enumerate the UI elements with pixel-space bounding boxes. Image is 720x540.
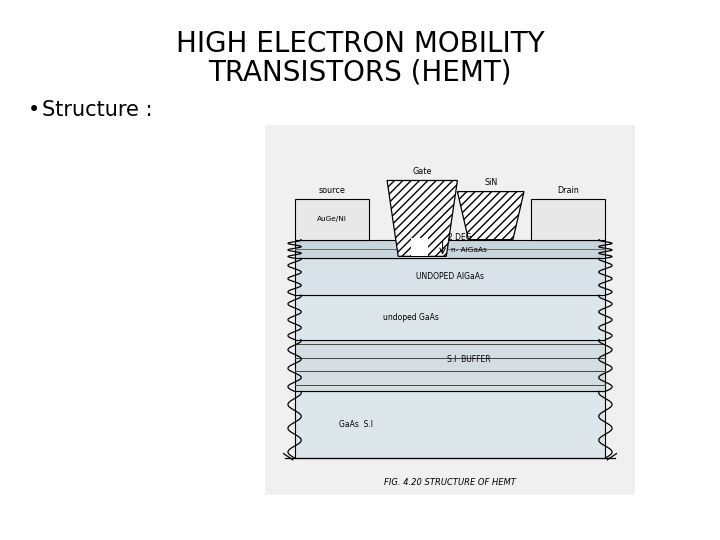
Text: n- AlGaAs: n- AlGaAs: [451, 247, 487, 253]
Text: Drain: Drain: [557, 186, 580, 194]
Text: Gate: Gate: [413, 167, 432, 176]
Text: TRANSISTORS (HEMT): TRANSISTORS (HEMT): [208, 58, 512, 86]
Bar: [294, 392, 606, 458]
Bar: [531, 199, 606, 240]
Text: UNDOPED AlGaAs: UNDOPED AlGaAs: [416, 272, 484, 281]
Text: HIGH ELECTRON MOBILITY: HIGH ELECTRON MOBILITY: [176, 30, 544, 58]
Text: Structure :: Structure :: [42, 100, 153, 120]
Text: undoped GaAs: undoped GaAs: [383, 313, 439, 322]
Text: SiN: SiN: [484, 178, 498, 187]
Text: S.I  BUFFER: S.I BUFFER: [446, 355, 490, 364]
Bar: [411, 238, 428, 256]
Polygon shape: [387, 180, 457, 256]
Bar: [294, 258, 606, 295]
Bar: [294, 295, 606, 340]
Bar: [294, 340, 606, 392]
Text: source: source: [318, 186, 345, 194]
Text: GaAs  S.I: GaAs S.I: [339, 420, 373, 429]
Text: •: •: [28, 100, 40, 120]
Text: FIG. 4.20 STRUCTURE OF HEMT: FIG. 4.20 STRUCTURE OF HEMT: [384, 477, 516, 487]
Text: 2 DEG: 2 DEG: [448, 233, 472, 242]
Bar: [294, 199, 369, 240]
Text: AuGe/Ni: AuGe/Ni: [317, 217, 346, 222]
Polygon shape: [457, 192, 524, 240]
Bar: [294, 240, 606, 258]
